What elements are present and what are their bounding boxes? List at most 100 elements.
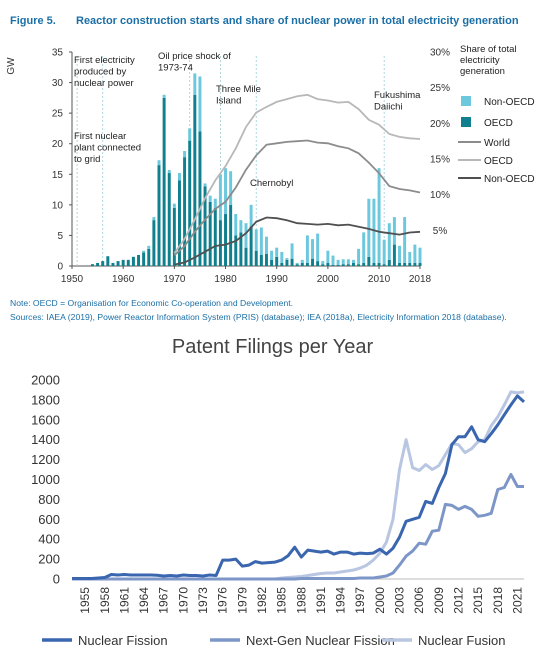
bar-non-oecd [362,232,366,263]
bar-non-oecd [172,203,176,208]
y2-tick-label: 20% [430,119,450,130]
x-tick-label: 1976 [216,587,230,614]
y-tick-label: 0 [53,572,60,587]
annotation: Oil price shock of 1973-74 [158,51,231,74]
x-tick-label: 2010 [368,274,391,285]
series-line-non-oecd [174,216,421,266]
bar-non-oecd [213,198,217,208]
figure-title: Figure 5. Reactor construction starts and… [10,15,540,27]
x-tick-label: 1960 [112,274,135,285]
bar-oecd [259,254,263,266]
bar-oecd [131,256,135,266]
y-tick-label: 1800 [31,392,60,407]
bar-oecd [418,262,422,266]
bar-oecd [264,253,268,266]
bar-non-oecd [234,214,238,236]
x-tick-label: 1970 [163,274,186,285]
x-tick-label: 1950 [61,274,84,285]
legend-label: OECD [484,156,513,167]
bar-oecd [244,247,248,266]
bar-non-oecd [198,76,202,132]
bar-oecd [177,180,181,266]
legend-label: Non-OECD [484,97,535,108]
y-tick-label: 35 [52,48,64,59]
x-tick-label: 1994 [334,587,348,614]
annotation: Three Mile Island [216,84,261,107]
x-tick-label: 2006 [412,587,426,614]
y2-tick-label: 30% [430,48,450,59]
bar-oecd [305,262,309,266]
bar-oecd [351,262,355,266]
series-line-oecd [173,93,421,254]
bar-non-oecd [392,217,396,245]
bar-oecd [372,262,376,266]
bar-oecd [203,186,207,266]
bar-oecd [188,140,192,266]
x-tick-label: 2009 [432,587,446,614]
y-tick-label: 1600 [31,412,60,427]
legend-label: OECD [484,118,513,129]
bar-oecd [316,261,320,266]
y-tick-label: 30 [52,78,64,89]
bar-oecd [326,262,330,266]
bar-non-oecd [290,243,294,259]
y-tick-label: 200 [38,552,60,567]
bar-non-oecd [188,128,192,141]
annotation: Chernobyl [250,178,293,189]
x-tick-label: 2000 [317,274,340,285]
bar-oecd [331,264,335,266]
bar-oecd [367,256,371,266]
bar-non-oecd [275,247,279,257]
bar-oecd [285,259,289,266]
series-line-world [173,139,421,256]
bar-oecd [208,201,212,266]
bar-non-oecd [336,259,340,265]
bar-non-oecd [285,258,289,260]
y-tick-label: 0 [57,262,63,273]
bar-non-oecd [387,223,391,260]
legend-swatch [461,117,471,127]
figure-sources: Sources: IAEA (2019), Power Reactor Info… [10,312,507,322]
x-tick-label: 2012 [451,587,465,614]
y-tick-label: 800 [38,492,60,507]
legend-swatch [461,96,471,106]
bar-non-oecd [305,235,309,263]
x-tick-label: 1979 [235,587,249,614]
y-tick-label: 1200 [31,452,60,467]
bar-non-oecd [259,227,263,255]
bar-oecd [341,264,345,266]
bar-oecd [403,262,407,266]
y-tick-label: 15 [52,170,64,181]
bar-oecd [167,173,171,266]
bar-oecd [147,248,151,266]
x-tick-label: 2018 [409,274,432,285]
x-tick-label: 1973 [196,587,210,614]
bar-non-oecd [162,94,166,98]
y-tick-label: 25 [52,109,64,120]
x-tick-label: 1958 [98,587,112,614]
bar-oecd [116,261,120,266]
bar-oecd [321,264,325,266]
x-tick-label: 1955 [78,587,92,614]
bar-non-oecd [377,168,381,263]
patent-chart: 0 200 400 600 800 1000 1200 1400 1600 1800 2000 195… [31,373,526,648]
x-tick-label: 1990 [266,274,289,285]
series-line-nuclear-fission [72,394,526,580]
annotation: Fukushima Daiichi [374,90,421,113]
bar-oecd [311,258,315,266]
bar-oecd [254,250,258,266]
y-tick-label: 1400 [31,432,60,447]
bar-oecd [295,264,299,266]
bar-oecd [270,259,274,266]
bar-non-oecd [270,250,274,260]
bar-oecd [224,214,228,266]
y2-axis-label: Share of total electricity generation [460,44,517,77]
x-tick-label: 2018 [491,587,505,614]
y-tick-label: 5 [57,231,63,242]
bar-non-oecd [351,259,355,263]
bar-oecd [377,262,381,266]
bar-oecd [137,254,141,266]
bar-non-oecd [229,171,233,205]
figure-title-text: Reactor construction starts and share of… [76,15,519,27]
x-tick-label: 2003 [393,587,407,614]
